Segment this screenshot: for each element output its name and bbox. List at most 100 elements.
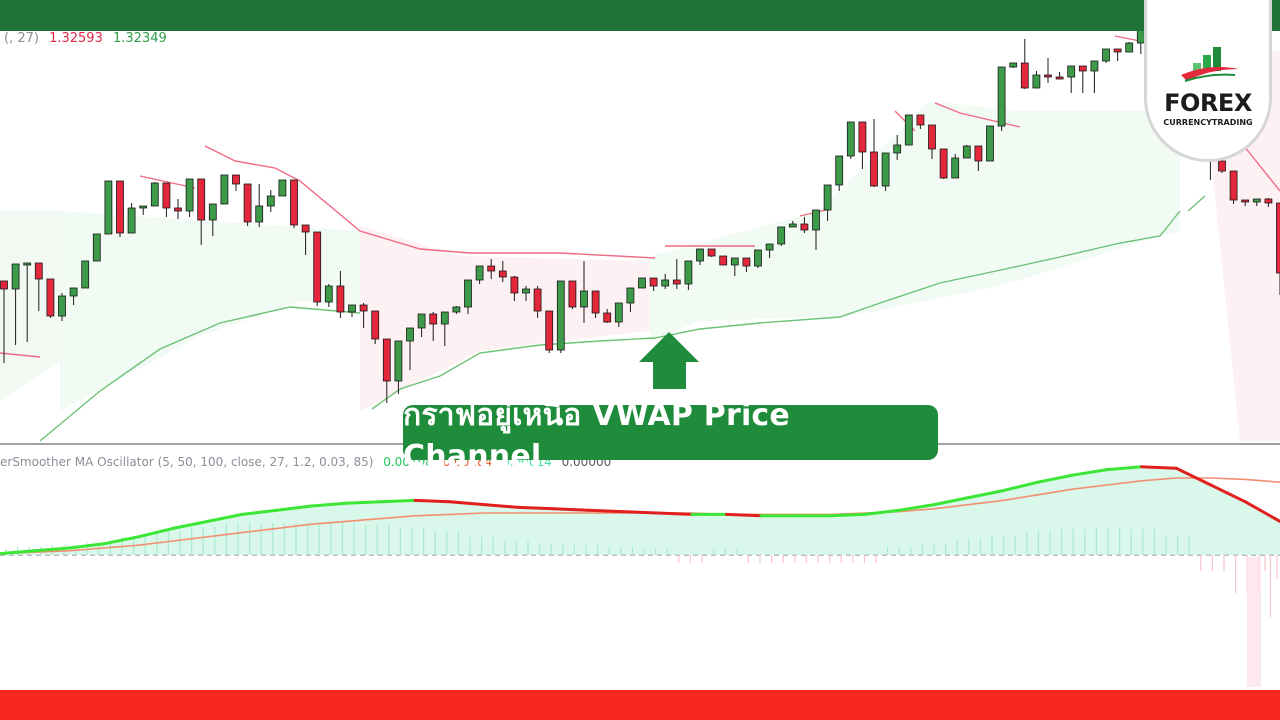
oscillator-main-segment: [1243, 500, 1280, 523]
candle-body: [371, 310, 380, 340]
oscillator-main-segment: [33, 546, 71, 553]
channel-fill-b: [360, 226, 650, 411]
channel-fill-left: [0, 211, 60, 401]
candle-body: [684, 260, 693, 285]
candle-body: [881, 152, 890, 187]
price-readout: (, 27) 1.32593 1.32349: [4, 31, 167, 46]
logo-badge: FOREX CURRENCYTRADING: [1144, 0, 1272, 162]
oscillator-main-segment: [1105, 465, 1144, 472]
readout-params: (, 27): [4, 31, 39, 46]
price-chart: [0, 31, 1280, 687]
oscillator-main-segment: [725, 512, 763, 518]
candle-body: [174, 207, 182, 212]
candle-body: [707, 248, 716, 257]
candle-body: [893, 144, 902, 154]
oscillator-main-segment: [621, 510, 659, 515]
candle-body: [440, 311, 449, 325]
channel-fill-a: [60, 211, 360, 411]
candle-body: [324, 285, 333, 303]
candle-body: [603, 312, 612, 323]
candle-body: [1113, 48, 1122, 53]
candle-body: [394, 340, 403, 382]
candle-body: [498, 270, 507, 278]
candle-body: [255, 205, 264, 223]
oscillator-main-segment: [482, 503, 521, 509]
candle-body: [823, 184, 832, 211]
candle-body: [487, 265, 496, 272]
candle-body: [1078, 65, 1087, 72]
candle-body: [1055, 76, 1064, 80]
candle-body: [475, 265, 484, 281]
candle-body: [1125, 42, 1134, 53]
oscillator-main-segment: [828, 512, 867, 518]
oscillator-main-segment: [967, 489, 1005, 500]
candle-body: [1090, 60, 1099, 72]
candle-body: [58, 295, 66, 317]
oscillator-main-segment: [448, 500, 486, 507]
candle-body: [220, 174, 229, 205]
readout-low-value: 1.32349: [113, 31, 167, 46]
logo-brand: FOREX: [1164, 89, 1252, 117]
candle-body: [754, 249, 762, 267]
candle-body: [661, 279, 670, 287]
candle-body: [1276, 202, 1280, 274]
candle-body: [997, 66, 1006, 127]
candle-body: [336, 285, 345, 313]
candle-body: [986, 125, 994, 162]
candle-body: [1009, 62, 1018, 68]
bottom-band: [0, 690, 1280, 720]
candle-body: [556, 280, 565, 351]
candle-body: [185, 178, 194, 212]
oscillator-main-segment: [344, 500, 382, 505]
oscillator-main-segment: [413, 498, 452, 504]
candle-body: [870, 151, 878, 187]
candle-body: [568, 280, 577, 308]
candle-body: [580, 290, 588, 308]
oscillator-main-segment: [1174, 466, 1213, 487]
oscillator-main-segment: [1036, 473, 1074, 484]
candle-body: [69, 287, 78, 297]
oscillator-main-segment: [67, 542, 106, 550]
candle-body: [916, 114, 925, 126]
oscillator-main-segment: [171, 519, 210, 530]
candle-body: [278, 179, 287, 197]
oscillator-main-segment: [1070, 468, 1109, 477]
candle-body: [208, 203, 217, 221]
oscillator-name: erSmoother MA Oscillator (5, 50, 100, cl…: [0, 455, 374, 469]
candle-body: [92, 233, 101, 262]
candle-body: [812, 209, 820, 231]
candle-body: [939, 148, 948, 179]
candle-body: [533, 288, 542, 312]
candle-body: [1067, 65, 1076, 78]
candle-body: [382, 338, 391, 382]
candle-body: [1218, 160, 1226, 172]
candle-body: [348, 304, 356, 313]
oscillator-main-segment: [932, 496, 971, 507]
candle-body: [429, 313, 438, 325]
candle-body: [951, 157, 960, 179]
oscillator-main-segment: [863, 508, 901, 516]
oscillator-main-segment: [898, 503, 936, 512]
top-band: [0, 0, 1280, 31]
channel-fill-c: [650, 101, 1180, 341]
candle-body: [928, 124, 936, 150]
oscillator-area: [0, 466, 1280, 555]
candle-body: [638, 277, 646, 289]
candle-body: [243, 183, 252, 223]
oscillator-main-segment: [1209, 483, 1247, 504]
candle-body: [522, 288, 530, 294]
candle-body: [962, 145, 971, 159]
candle-body: [313, 231, 322, 303]
oscillator-main-segment: [309, 501, 348, 508]
candle-body: [649, 277, 658, 287]
candle-body: [545, 310, 554, 351]
lower-channel-line: [39, 195, 1206, 442]
candle-body: [406, 327, 414, 342]
candle-body: [614, 302, 623, 323]
candle-body: [696, 248, 704, 262]
candle-body: [626, 287, 635, 304]
oscillator-main-segment: [0, 549, 37, 556]
candle-body: [197, 178, 206, 221]
candle-body: [452, 306, 461, 313]
candle-body: [846, 121, 855, 157]
